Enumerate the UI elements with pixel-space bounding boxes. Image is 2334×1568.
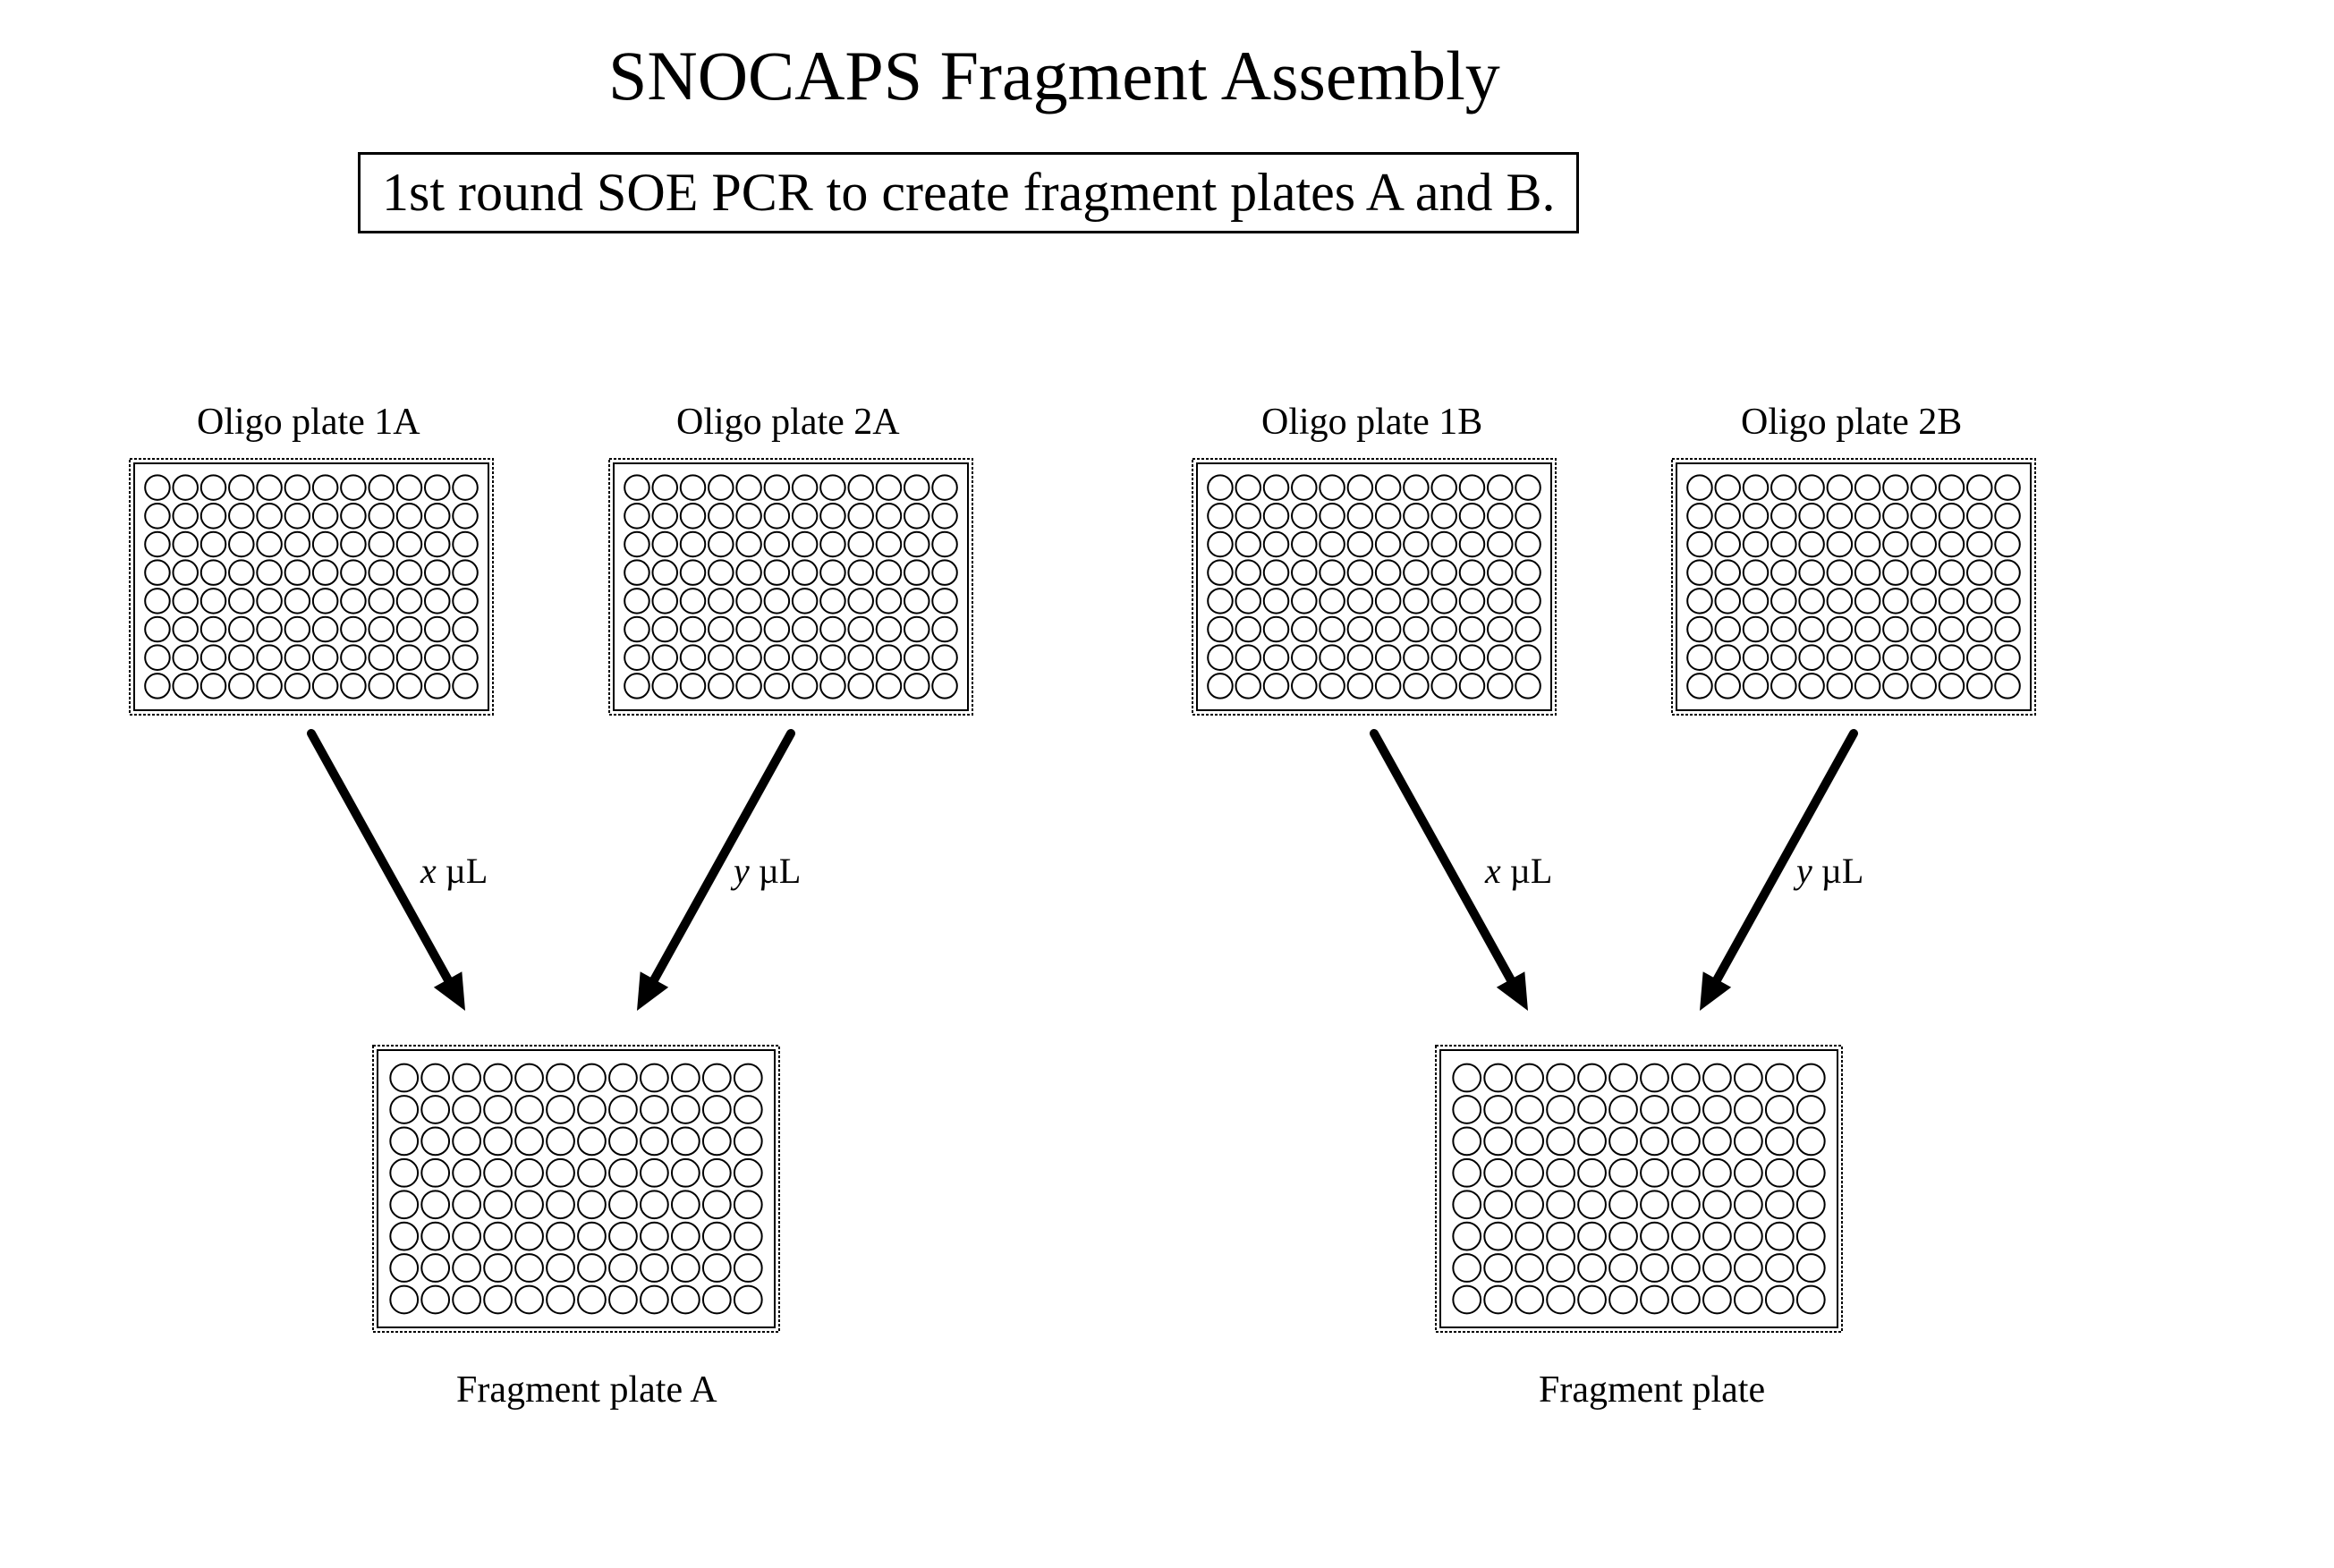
oligo-2a-plate xyxy=(608,458,973,716)
arrow-2b-volume-label: y µL xyxy=(1796,850,1863,892)
oligo-2b-plate xyxy=(1671,458,2036,716)
fragment-a-plate xyxy=(372,1045,780,1333)
arrow-1b-volume-label: x µL xyxy=(1485,850,1552,892)
oligo-1a-label: Oligo plate 1A xyxy=(197,401,420,444)
oligo-1b-label: Oligo plate 1B xyxy=(1261,401,1482,444)
diagram-title: SNOCAPS Fragment Assembly xyxy=(608,36,1500,116)
oligo-2a-label: Oligo plate 2A xyxy=(676,401,900,444)
oligo-2b-label: Oligo plate 2B xyxy=(1741,401,1962,444)
fragment-b-plate xyxy=(1435,1045,1843,1333)
arrow-1a-volume-label: x µL xyxy=(420,850,488,892)
oligo-1b-plate xyxy=(1192,458,1557,716)
fragment-a-label: Fragment plate A xyxy=(456,1369,717,1411)
diagram-subtitle: 1st round SOE PCR to create fragment pla… xyxy=(358,152,1579,233)
diagram-stage: SNOCAPS Fragment Assembly 1st round SOE … xyxy=(0,0,2334,1568)
arrow-2a-volume-label: y µL xyxy=(734,850,801,892)
fragment-b-label: Fragment plate xyxy=(1539,1369,1765,1411)
oligo-1a-plate xyxy=(129,458,494,716)
